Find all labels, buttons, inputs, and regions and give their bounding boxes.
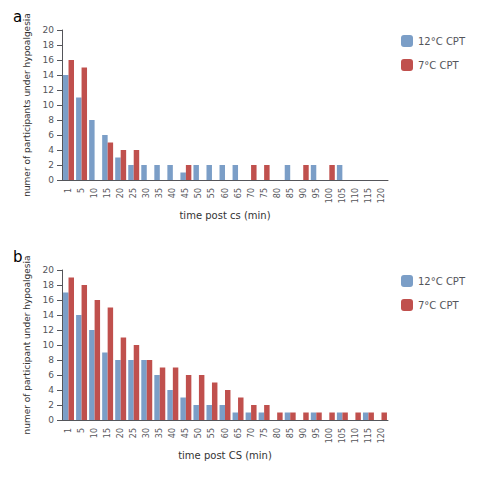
svg-text:1: 1 <box>64 428 73 433</box>
svg-text:0: 0 <box>48 175 54 185</box>
svg-text:45: 45 <box>181 188 190 198</box>
svg-text:2: 2 <box>48 160 54 170</box>
svg-text:50: 50 <box>194 188 203 198</box>
svg-text:12: 12 <box>43 85 54 95</box>
svg-text:15: 15 <box>103 428 112 438</box>
svg-text:8: 8 <box>48 115 54 125</box>
svg-text:time post cs (min): time post cs (min) <box>179 210 270 221</box>
svg-text:15: 15 <box>103 188 112 198</box>
svg-text:55: 55 <box>207 188 216 198</box>
svg-text:60: 60 <box>221 428 230 438</box>
svg-text:10: 10 <box>43 100 55 110</box>
svg-text:20: 20 <box>116 428 125 438</box>
svg-text:20: 20 <box>116 188 125 198</box>
svg-text:90: 90 <box>299 188 308 198</box>
svg-text:6: 6 <box>48 370 54 380</box>
svg-text:110: 110 <box>351 188 360 203</box>
svg-text:55: 55 <box>207 428 216 438</box>
svg-text:65: 65 <box>234 428 243 438</box>
svg-text:time post CS (min): time post CS (min) <box>178 450 272 461</box>
svg-text:45: 45 <box>181 428 190 438</box>
svg-text:85: 85 <box>286 188 295 198</box>
svg-text:numer of participant under hyp: numer of participant under hypoalgesia <box>22 256 32 435</box>
svg-text:10: 10 <box>90 428 99 438</box>
svg-text:100: 100 <box>325 428 334 443</box>
svg-text:65: 65 <box>234 188 243 198</box>
svg-text:4: 4 <box>48 145 54 155</box>
svg-text:10: 10 <box>43 340 55 350</box>
svg-text:a: a <box>13 8 22 26</box>
svg-text:80: 80 <box>273 428 282 438</box>
svg-text:40: 40 <box>168 428 177 438</box>
svg-text:20: 20 <box>43 25 55 35</box>
svg-text:85: 85 <box>286 428 295 438</box>
svg-text:20: 20 <box>43 265 55 275</box>
svg-text:35: 35 <box>155 428 164 438</box>
svg-text:115: 115 <box>364 188 373 203</box>
svg-text:120: 120 <box>377 428 386 443</box>
svg-text:14: 14 <box>43 310 55 320</box>
svg-text:105: 105 <box>338 188 347 203</box>
svg-text:12°C CPT: 12°C CPT <box>418 276 466 287</box>
svg-text:5: 5 <box>77 428 86 433</box>
svg-text:1: 1 <box>64 188 73 193</box>
svg-text:numer of participants under hy: numer of participants under hypoalgesia <box>22 13 32 197</box>
svg-text:95: 95 <box>312 188 321 198</box>
svg-text:8: 8 <box>48 355 54 365</box>
svg-text:12: 12 <box>43 325 54 335</box>
svg-text:60: 60 <box>221 188 230 198</box>
svg-text:75: 75 <box>260 188 269 198</box>
svg-text:4: 4 <box>48 385 54 395</box>
svg-text:16: 16 <box>43 295 55 305</box>
svg-text:40: 40 <box>168 188 177 198</box>
svg-text:18: 18 <box>43 40 55 50</box>
svg-text:14: 14 <box>43 70 55 80</box>
svg-text:50: 50 <box>194 428 203 438</box>
svg-text:30: 30 <box>142 188 151 198</box>
svg-text:80: 80 <box>273 188 282 198</box>
svg-text:12°C CPT: 12°C CPT <box>418 36 466 47</box>
svg-text:7°C CPT: 7°C CPT <box>418 300 460 311</box>
svg-text:30: 30 <box>142 428 151 438</box>
svg-text:6: 6 <box>48 130 54 140</box>
svg-text:70: 70 <box>247 428 256 438</box>
svg-text:5: 5 <box>77 188 86 193</box>
svg-text:120: 120 <box>377 188 386 203</box>
svg-text:115: 115 <box>364 428 373 443</box>
svg-text:75: 75 <box>260 428 269 438</box>
svg-text:16: 16 <box>43 55 55 65</box>
svg-text:0: 0 <box>48 415 54 425</box>
svg-text:110: 110 <box>351 428 360 443</box>
svg-text:105: 105 <box>338 428 347 443</box>
svg-text:b: b <box>13 248 23 266</box>
svg-text:100: 100 <box>325 188 334 203</box>
svg-text:25: 25 <box>129 428 138 438</box>
svg-text:7°C CPT: 7°C CPT <box>418 60 460 71</box>
svg-text:70: 70 <box>247 188 256 198</box>
svg-text:2: 2 <box>48 400 54 410</box>
svg-text:18: 18 <box>43 280 55 290</box>
svg-text:25: 25 <box>129 188 138 198</box>
svg-text:95: 95 <box>312 428 321 438</box>
svg-text:10: 10 <box>90 188 99 198</box>
svg-text:90: 90 <box>299 428 308 438</box>
svg-text:35: 35 <box>155 188 164 198</box>
